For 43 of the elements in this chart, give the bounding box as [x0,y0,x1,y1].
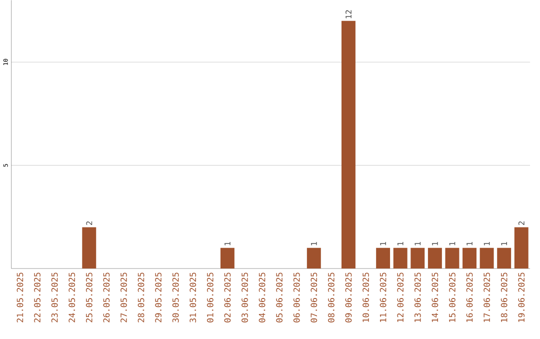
x-tick-label: 07.06.2025 [310,272,318,322]
bar [428,248,442,268]
x-tick-label: 03.06.2025 [242,272,248,322]
x-tick-label: 14.06.2025 [432,272,438,322]
x-tick-label: 16.06.2025 [466,272,473,322]
bar [497,248,512,268]
bar [514,227,528,268]
x-tick-label: 18.06.2025 [500,272,508,322]
bar [410,248,425,268]
x-tick-label: 04.06.2025 [258,272,266,322]
x-tick-label: 17.06.2025 [484,272,490,322]
bar [462,248,476,268]
x-tick-label: 27.05.2025 [120,272,127,322]
x-tick-label: 06.06.2025 [293,272,300,322]
x-tick-label: 29.05.2025 [155,272,162,322]
x-tick-label: 15.06.2025 [449,272,456,322]
x-tick-label: 09.06.2025 [345,272,352,322]
x-tick-label: 25.05.2025 [86,272,92,322]
x-tick-label: 21.05.2025 [16,272,24,322]
bar [342,20,356,268]
x-tick-label: 28.05.2025 [138,272,144,322]
x-tick-label: 30.05.2025 [172,272,179,322]
x-tick-label: 11.06.2025 [380,272,386,322]
x-tick-label: 13.06.2025 [414,272,421,322]
bar [220,248,234,268]
x-tick-label: 22.05.2025 [34,272,40,322]
x-tick-label: 05.06.2025 [276,272,283,322]
x-tick-label: 10.06.2025 [362,272,369,322]
bar [393,248,408,268]
bar [445,248,460,268]
x-tick-label: 19.06.2025 [518,272,525,322]
x-tick-label: 26.05.2025 [103,272,110,322]
x-tick-label: 23.05.2025 [51,272,58,322]
x-tick-label: 01.06.2025 [206,272,214,322]
x-tick-label: 12.06.2025 [397,272,404,322]
x-tick-label: 24.05.2025 [68,272,76,322]
bar [376,248,390,268]
bar [82,227,96,268]
bar [306,248,321,268]
x-tick-label: 31.05.2025 [190,272,196,322]
x-tick-label: 02.06.2025 [224,272,231,322]
bar [480,248,494,268]
x-tick-label: 08.06.2025 [328,272,334,322]
